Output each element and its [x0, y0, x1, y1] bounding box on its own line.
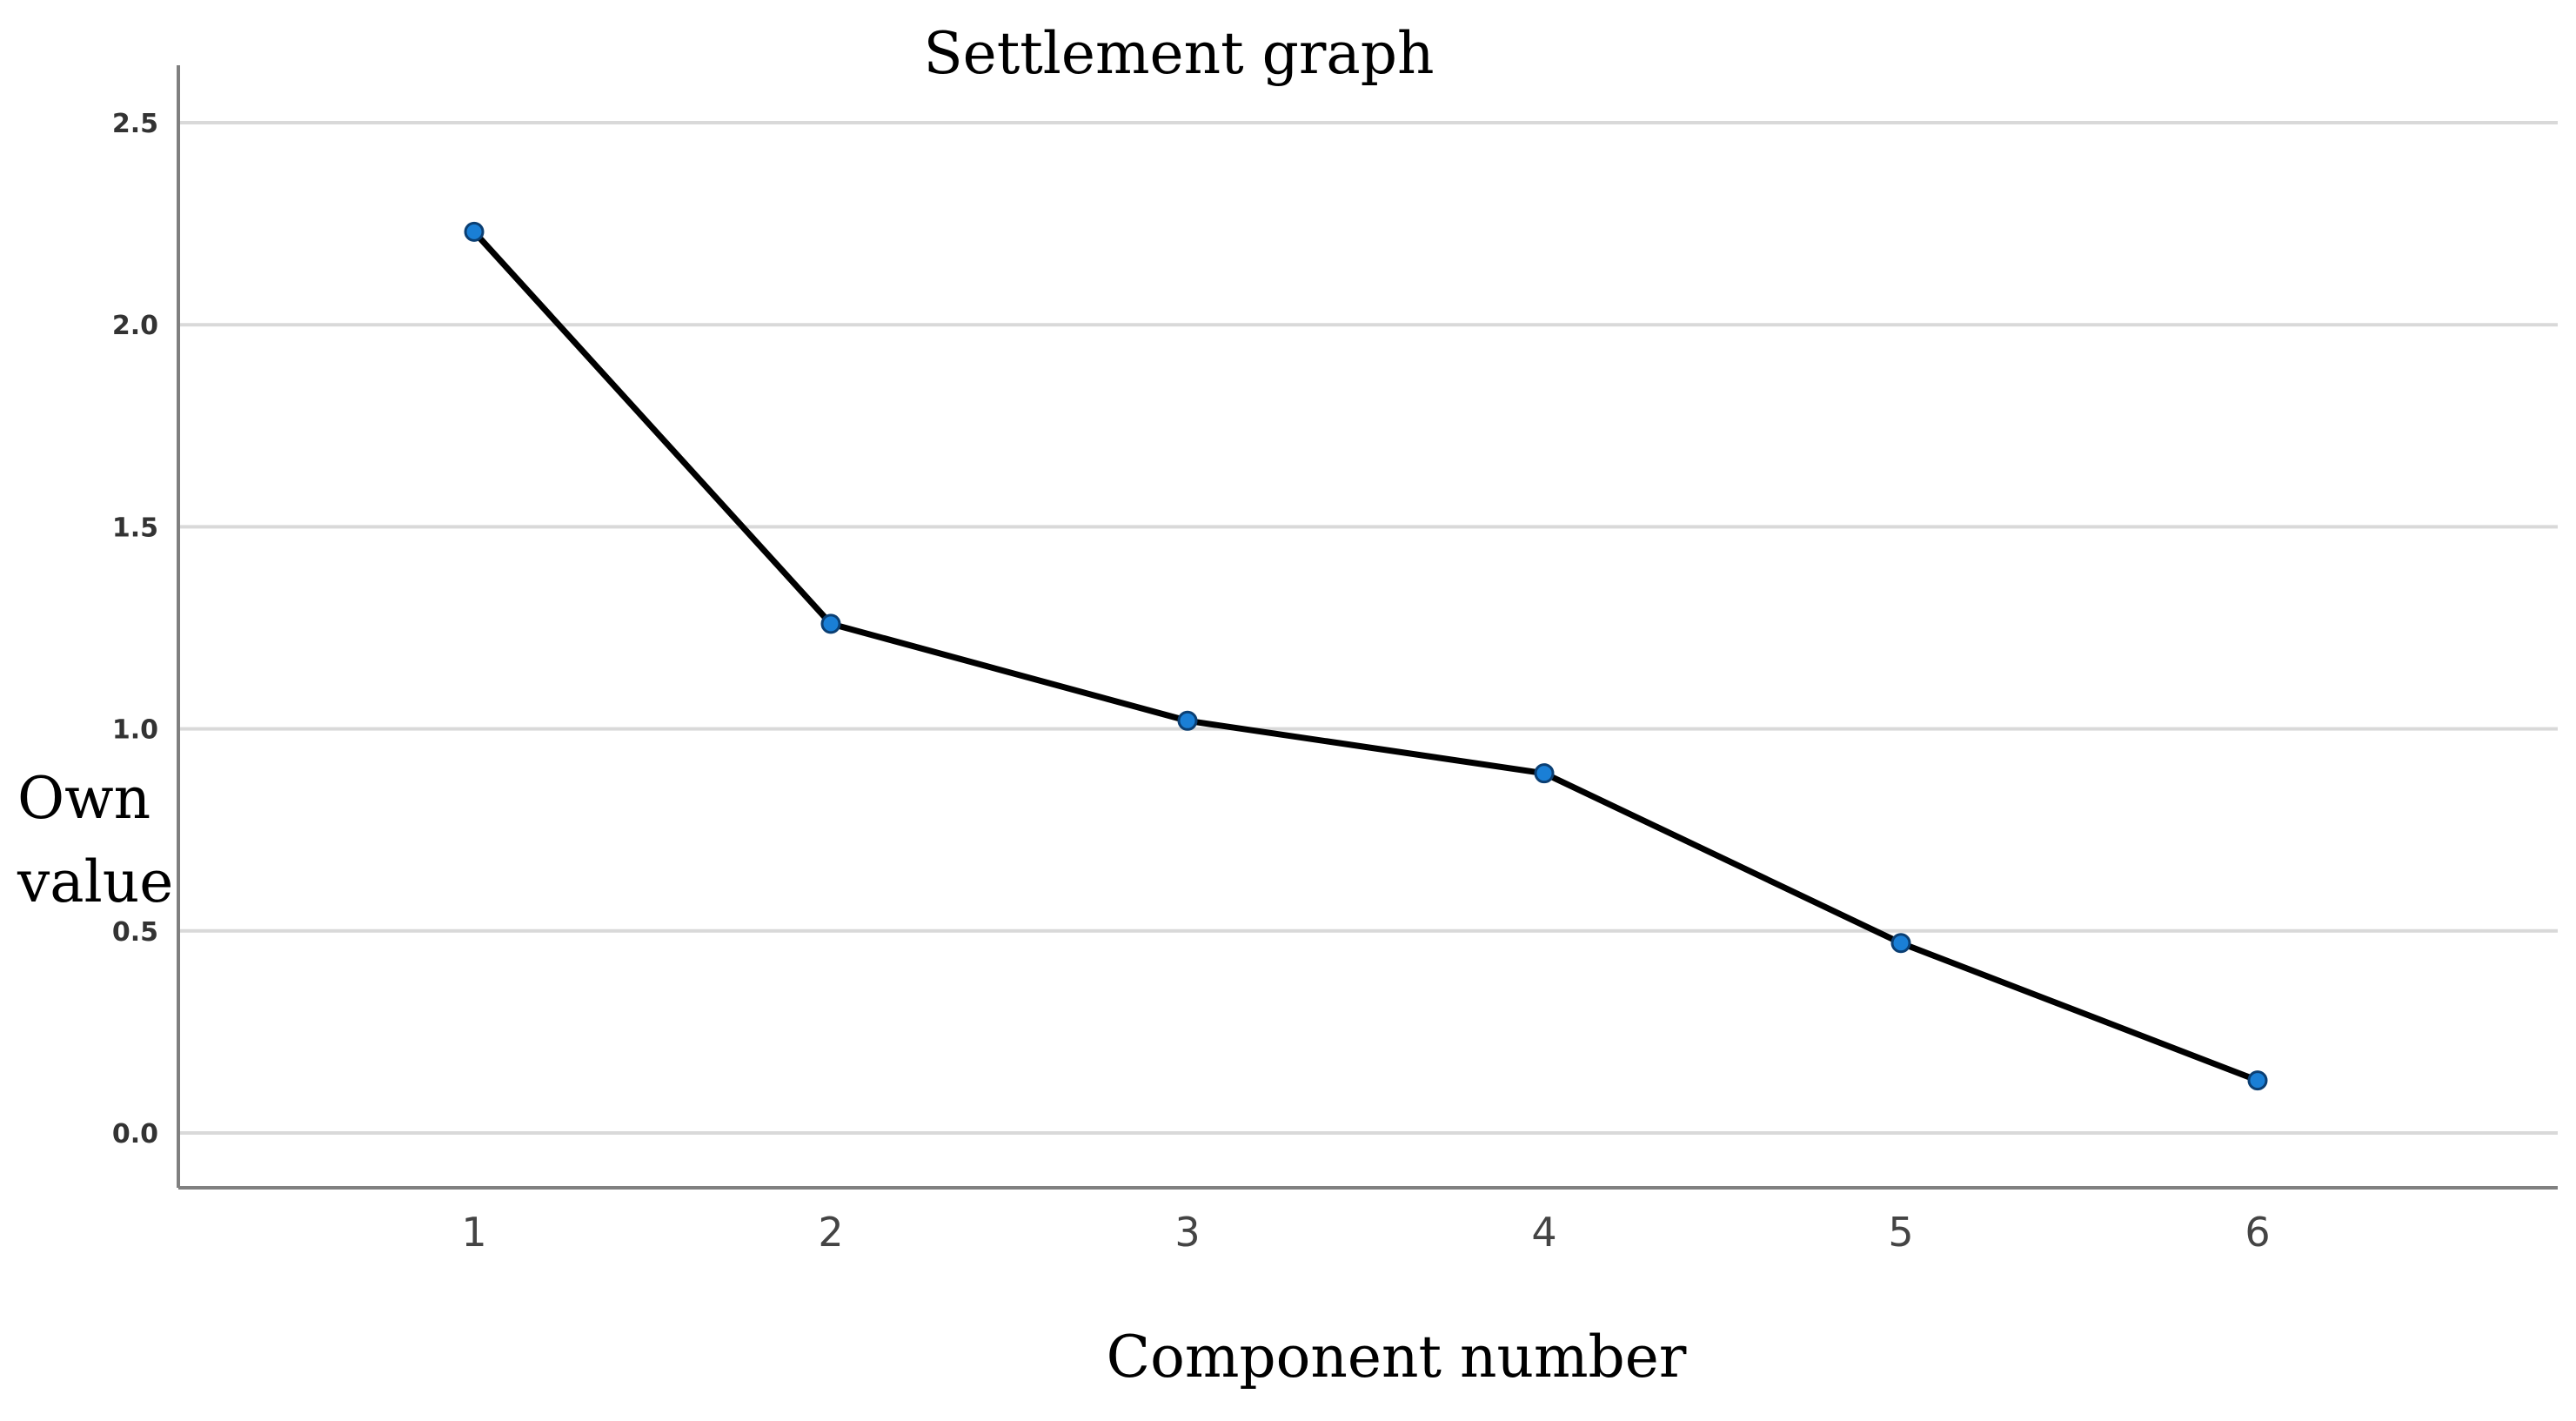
- axes: [177, 65, 2558, 1190]
- x-tick-label: 4: [1531, 1209, 1556, 1256]
- y-tick-label: 1.5: [112, 513, 158, 543]
- x-axis-label: Component number: [1107, 1324, 1687, 1391]
- y-tick-label: 1.0: [112, 715, 158, 746]
- x-tick-labels: 1 2 3 4 5 6: [461, 1209, 2270, 1256]
- y-tick-label: 0.0: [112, 1119, 158, 1150]
- x-tick-label: 2: [818, 1209, 843, 1256]
- series: [464, 221, 2268, 1091]
- y-tick-label: 2.0: [112, 311, 158, 341]
- series-line: [471, 228, 2261, 1084]
- data-point: [820, 613, 841, 634]
- gridlines: [178, 121, 2558, 1135]
- y-axis-label-line-1: Own: [17, 765, 151, 832]
- data-point: [2247, 1070, 2268, 1091]
- x-tick-label: 6: [2245, 1209, 2270, 1256]
- data-point: [1534, 763, 1555, 784]
- chart-title: Settlement graph: [923, 20, 1434, 87]
- y-tick-labels: 0.0 0.5 1.0 1.5 2.0 2.5: [112, 109, 158, 1150]
- data-point: [464, 221, 485, 242]
- y-tick-label: 0.5: [112, 917, 158, 948]
- x-tick-label: 3: [1174, 1209, 1200, 1256]
- x-tick-label: 5: [1888, 1209, 1913, 1256]
- data-point: [1890, 933, 1911, 954]
- data-point: [1177, 710, 1198, 731]
- y-tick-label: 2.5: [112, 109, 158, 139]
- y-axis-label-line-2: value: [17, 848, 173, 915]
- x-tick-label: 1: [461, 1209, 486, 1256]
